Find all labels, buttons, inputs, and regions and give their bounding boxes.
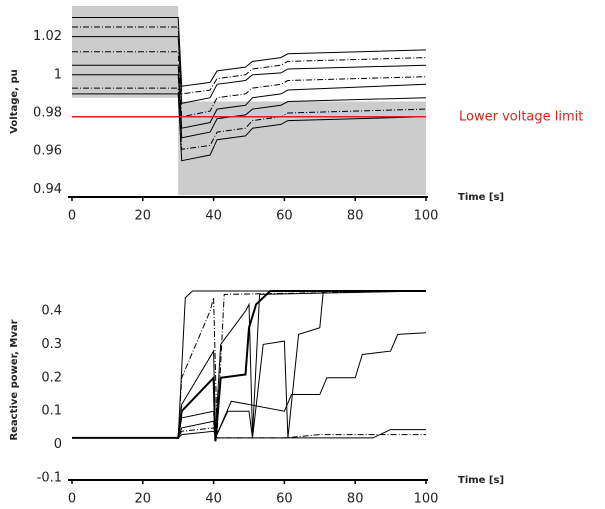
series-line: [72, 93, 427, 162]
y-tick-label: 1.02: [33, 29, 62, 44]
series-line: [72, 332, 427, 440]
y-tick-label: 0.2: [41, 370, 62, 385]
x-tick-label: 100: [414, 209, 439, 224]
x-tick-label: 80: [347, 492, 364, 507]
y-tick-label: 0.96: [33, 144, 62, 159]
series-line: [72, 36, 427, 105]
y-tick-label: 0.3: [41, 337, 62, 352]
series-line: [72, 427, 426, 439]
x-tick-label: 20: [135, 492, 152, 507]
y-tick-label: 0: [54, 437, 62, 452]
x-tick-label: 100: [414, 492, 439, 507]
y-tick-label: 0.98: [33, 105, 62, 120]
x-tick-label: 0: [68, 209, 76, 224]
y-tick-label: 0.94: [33, 182, 62, 197]
series-line: [72, 290, 427, 439]
y-axis-title: Reactive power, Mvar: [9, 319, 20, 440]
x-tick-label: 0: [68, 492, 76, 507]
band: [178, 101, 426, 196]
series-line: [72, 429, 426, 439]
y-tick-label: 1: [54, 67, 62, 82]
x-tick-label: 60: [276, 492, 293, 507]
limit-label: Lower voltage limit: [459, 109, 583, 124]
x-tick-label: 80: [347, 209, 364, 224]
x-axis-title: Time [s]: [458, 192, 504, 203]
x-tick-label: 60: [276, 209, 293, 224]
series-line: [72, 290, 426, 442]
y-tick-label: -0.1: [37, 470, 62, 485]
x-tick-label: 40: [205, 209, 222, 224]
y-tick-label: 0.4: [41, 304, 62, 319]
y-axis-title: Voltage, pu: [9, 69, 20, 134]
series-line: [72, 290, 427, 439]
series-line: [72, 64, 427, 129]
y-tick-label: 0.1: [41, 404, 62, 419]
series-line: [72, 17, 427, 87]
x-axis-title: Time [s]: [458, 475, 504, 486]
x-tick-label: 40: [205, 492, 222, 507]
x-tick-label: 20: [135, 209, 152, 224]
